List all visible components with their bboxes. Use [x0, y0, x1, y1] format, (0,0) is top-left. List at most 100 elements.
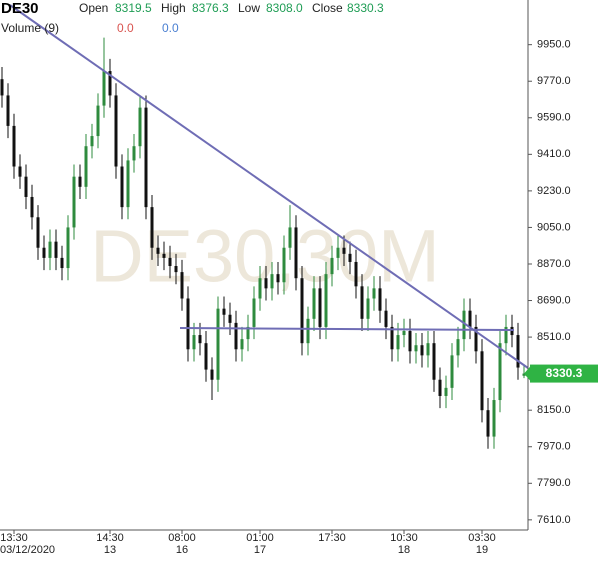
candle-body — [378, 288, 382, 311]
trend-line — [9, 4, 529, 369]
candle-body — [90, 136, 94, 147]
candle-body — [162, 253, 166, 258]
candle-body — [78, 176, 82, 187]
x-tick-label: 14:30 — [96, 532, 124, 544]
candle-body — [60, 257, 64, 269]
volume-label: Volume (9) — [1, 21, 59, 35]
candle-body — [462, 310, 466, 340]
x-date-label: 17 — [254, 544, 266, 556]
candle-body — [102, 71, 106, 106]
candle-body — [24, 176, 28, 197]
candle-body — [492, 400, 496, 437]
y-tick-label: 9590.0 — [537, 112, 571, 124]
candle-body — [396, 335, 400, 350]
open-value: 8319.5 — [115, 1, 152, 15]
candle-body — [384, 310, 388, 327]
candle-body — [366, 298, 370, 319]
plot-area — [0, 37, 526, 449]
candle-body — [150, 207, 154, 248]
candle-body — [174, 266, 178, 273]
candle-body — [300, 278, 304, 344]
high-label: High — [161, 1, 186, 15]
candle-body — [324, 274, 328, 327]
candle-body — [126, 160, 130, 208]
last-price-label: 8330.3 — [546, 366, 583, 380]
y-tick-label: 7970.0 — [537, 441, 571, 453]
candle-body — [216, 308, 220, 380]
candle-body — [210, 369, 214, 380]
candle-body — [42, 247, 46, 258]
last-price-tag — [530, 364, 598, 383]
candle-body — [264, 278, 268, 289]
candle-body — [186, 298, 190, 350]
candle-body — [348, 253, 352, 262]
candle-body — [138, 107, 142, 147]
candle-body — [432, 343, 436, 380]
candle-body — [108, 71, 112, 96]
symbol: DE30 — [1, 0, 39, 17]
candle-body — [12, 125, 16, 167]
candle-body — [408, 330, 412, 352]
candle-body — [36, 217, 40, 248]
y-tick-label: 9050.0 — [537, 221, 571, 233]
candle-body — [360, 286, 364, 319]
candle-body — [198, 335, 202, 344]
candle-body — [420, 345, 424, 356]
volume-up: 0.0 — [162, 21, 179, 35]
candle-body — [294, 227, 298, 279]
x-tick-label: 08:00 — [168, 532, 196, 544]
candle-body — [114, 95, 118, 167]
y-tick-label: 8510.0 — [537, 331, 571, 343]
last-price-pointer — [524, 365, 531, 382]
candle-body — [354, 261, 358, 287]
high-value: 8376.3 — [192, 1, 229, 15]
x-tick-label: 13:30 — [0, 532, 28, 544]
candle-body — [222, 308, 226, 315]
candle-body — [66, 227, 70, 269]
y-tick-label: 9770.0 — [537, 75, 571, 87]
candle-body — [48, 241, 52, 258]
candle-body — [270, 274, 274, 289]
candle-body — [192, 335, 196, 350]
candle-body — [6, 95, 10, 126]
candle-body — [180, 272, 184, 299]
y-tick-label: 9230.0 — [537, 185, 571, 197]
candle-body — [234, 322, 238, 350]
x-tick-label: 03:30 — [468, 532, 496, 544]
candle-body — [312, 288, 316, 319]
x-tick-label: 10:30 — [390, 532, 418, 544]
candle-body — [372, 288, 376, 299]
candle-body — [498, 343, 502, 401]
candle-body — [228, 314, 232, 323]
candle-body — [474, 326, 478, 352]
candle-body — [480, 351, 484, 411]
x-tick-label: 01:00 — [246, 532, 274, 544]
candle-body — [54, 241, 58, 258]
candle-body — [402, 330, 406, 336]
candle-body — [330, 257, 334, 275]
candle-body — [438, 379, 442, 396]
close-label: Close — [312, 1, 343, 15]
x-date-label: 19 — [476, 544, 488, 556]
candle-body — [414, 345, 418, 352]
candle-body — [306, 318, 310, 344]
candle-body — [426, 343, 430, 356]
close-value: 8330.3 — [347, 1, 384, 15]
candle-body — [516, 335, 520, 368]
candle-body — [504, 326, 508, 344]
candle-body — [336, 247, 340, 258]
candle-body — [276, 274, 280, 283]
candle-body — [342, 247, 346, 254]
candle-body — [240, 339, 244, 350]
y-tick-label: 8690.0 — [537, 294, 571, 306]
y-tick-label: 9410.0 — [537, 148, 571, 160]
candle-body — [204, 343, 208, 370]
x-date-label: 03/12/2020 — [0, 544, 55, 556]
y-tick-label: 8150.0 — [537, 404, 571, 416]
candle-body — [510, 326, 514, 336]
candle-body — [30, 196, 34, 218]
x-date-label: 18 — [398, 544, 410, 556]
